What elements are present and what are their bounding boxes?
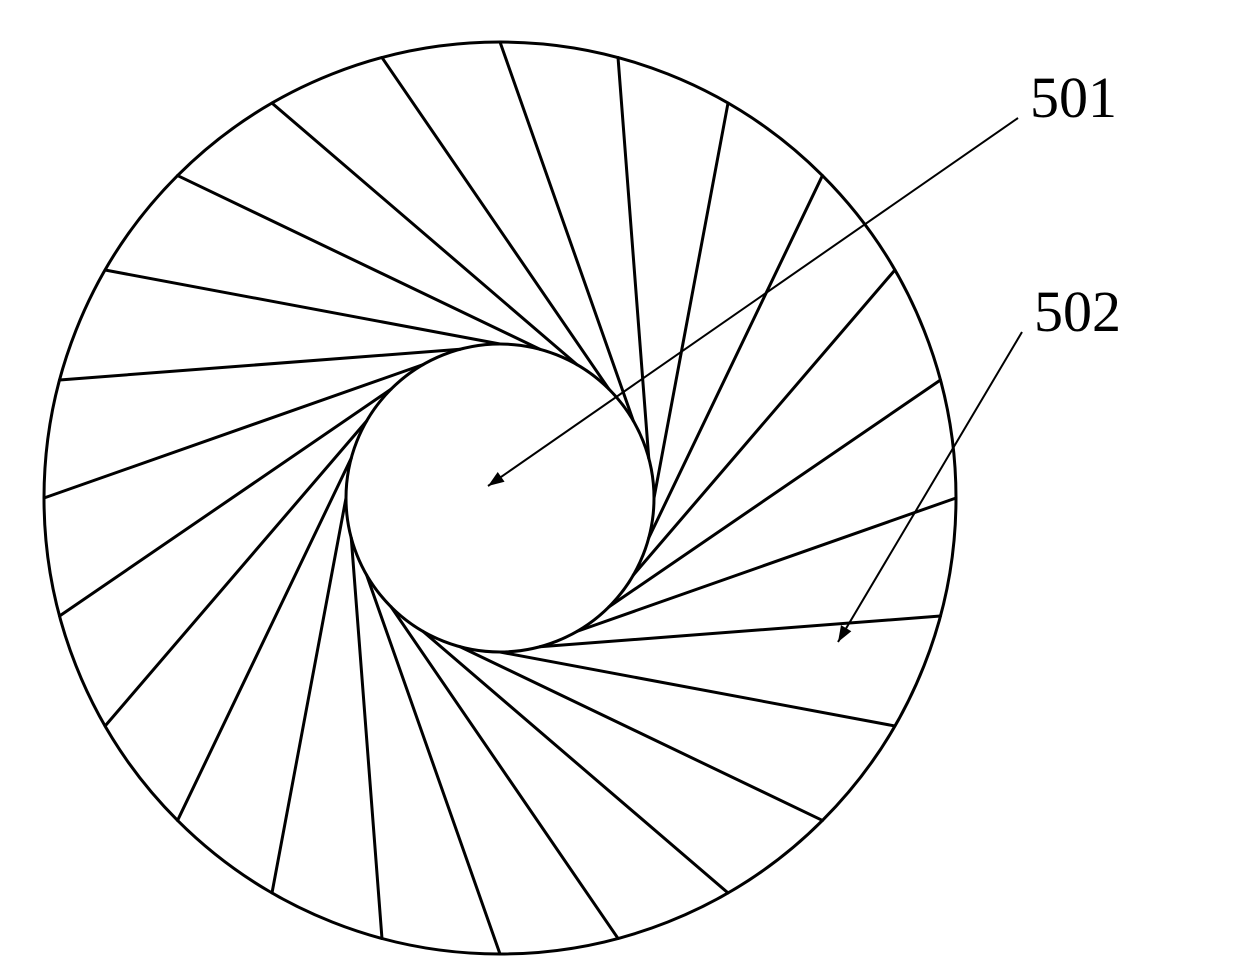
label-502: 502 xyxy=(1034,278,1121,345)
diagram-svg xyxy=(0,0,1240,972)
label-501: 501 xyxy=(1030,64,1117,131)
